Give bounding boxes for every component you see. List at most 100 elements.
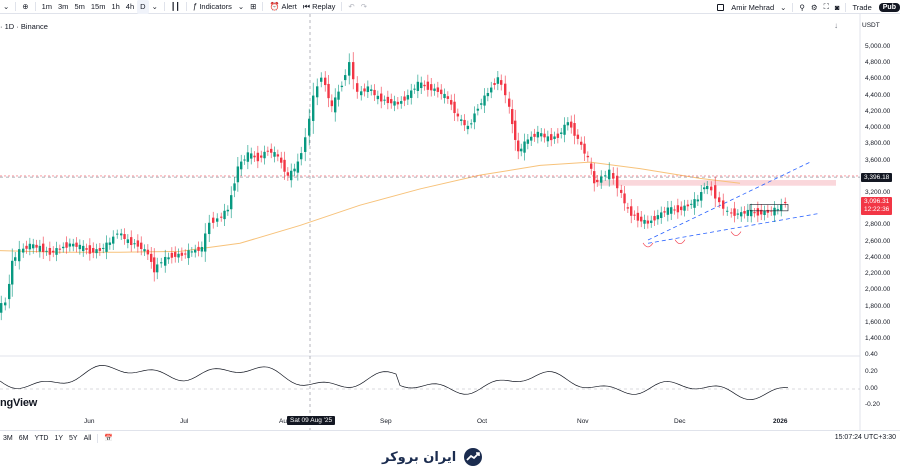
layout-dropdown-icon[interactable]: ⌄ [780,2,787,12]
currency-selector[interactable]: USDT [862,22,880,29]
candle-body [112,236,115,244]
candle-body [596,179,599,183]
timeframe-d[interactable]: D [137,0,149,14]
indicators-dropdown-icon[interactable]: ⌄ [237,2,245,11]
candle-body [656,215,660,220]
chart-style-icon[interactable]: ⌄ [3,2,10,11]
candle-body [250,153,253,159]
range-all[interactable]: All [83,434,92,442]
candle-body [22,248,25,253]
candle-body [726,210,729,212]
user-name[interactable]: Amir Mehrad [731,2,775,12]
replay-button[interactable]: ⏮ Replay [300,0,339,14]
timeframe-1m[interactable]: 1m [41,2,53,11]
timeframe-15m[interactable]: 15m [90,2,106,11]
alert-button[interactable]: ⏰ Alert [266,0,299,14]
candle-body [256,152,260,162]
candle-body [52,250,55,253]
indicators-button[interactable]: ƒ Indicators [190,0,235,14]
candle-body [223,210,226,220]
range-1y[interactable]: 1Y [54,434,64,442]
candle-body [663,211,666,213]
clock[interactable]: 15:07:24 UTC+3:30 [834,434,896,441]
time-label-jun: Jun [84,418,95,425]
candle-body [337,91,340,100]
bar-style-icon[interactable]: ┃┃ [170,2,180,11]
timeframe-3m[interactable]: 3m [58,2,69,11]
symbol-info[interactable]: · 1D · Binance [0,22,48,31]
candle-body [280,157,283,163]
candle-body [240,161,243,170]
moving-average-line [0,161,741,253]
candle-body [216,218,219,222]
timeframe-1h[interactable]: 1h [111,2,120,11]
price-chart[interactable] [0,14,900,430]
timeframe-5m[interactable]: 5m [74,2,85,11]
candle-body [48,247,52,255]
price-tick: 3,800.00 [865,140,891,148]
scroll-down-icon[interactable]: ↓ [834,21,838,30]
candle-body [543,133,546,138]
publish-button[interactable]: Pub [878,2,900,12]
redo-icon[interactable]: ↷ [360,2,368,11]
trade-button[interactable]: Trade [852,2,872,12]
candle-body [430,84,433,91]
candle-body [496,77,500,84]
candle-body [393,101,396,106]
timeframe-dropdown-icon[interactable]: ⌄ [151,2,158,11]
templates-icon[interactable]: ⊞ [250,2,257,11]
bottom-toolbar: 3M 6M YTD 1Y 5Y All 📅 15:07:24 UTC+3:30 [0,430,900,445]
range-3m[interactable]: 3M [3,434,13,442]
candle-body [766,209,770,213]
candle-body [296,161,300,173]
range-ytd[interactable]: YTD [34,434,49,442]
candle-body [508,98,511,107]
candle-body [580,141,583,145]
candle-body [95,249,98,254]
candle-body [370,89,373,91]
candle-body [660,212,663,218]
candle-body [593,171,596,184]
candle-body [476,108,480,111]
candle-body [383,99,386,101]
undo-icon[interactable]: ↶ [348,2,355,11]
candle-body [630,206,633,216]
oscillator-tick: 0.40 [865,351,878,358]
layout-checkbox[interactable] [717,3,725,11]
compare-add-icon[interactable]: ⊕ [22,2,29,11]
camera-icon[interactable]: ◙ [834,2,840,12]
fullscreen-icon[interactable]: ⛶ [823,2,829,11]
candle-body [330,100,334,107]
range-6m[interactable]: 6M [18,434,29,442]
candle-body [18,249,21,262]
timeframe-4h[interactable]: 4h [125,2,135,11]
date-range-icon[interactable]: 📅 [104,435,114,442]
channel-upper-line [647,161,811,241]
candle-body [443,93,446,99]
candle-body [490,87,493,93]
candle-body [530,136,533,141]
candle-body [514,120,517,140]
time-label-nov: Nov [577,418,589,425]
oscillator-tick: 0.00 [865,385,878,392]
time-label-aug: Aug [279,418,291,425]
candle-body [753,212,756,214]
candle-body [420,82,423,89]
search-icon[interactable]: ⚲ [799,2,805,12]
candle-body [164,256,167,266]
candle-body [743,211,746,214]
candle-body [212,217,215,223]
candle-body [334,97,337,113]
candle-body [312,95,315,121]
settings-icon[interactable]: ⚙ [810,2,818,12]
candle-body [180,252,184,256]
price-tick: 4,000.00 [865,124,891,132]
candle-body [633,214,636,216]
indicators-label: Indicators [199,2,232,11]
candle-body [426,81,430,90]
candle-body [167,257,170,260]
candle-body [386,96,390,104]
candle-body [4,302,7,306]
range-5y[interactable]: 5Y [69,434,78,442]
channel-lower-line [647,212,821,244]
